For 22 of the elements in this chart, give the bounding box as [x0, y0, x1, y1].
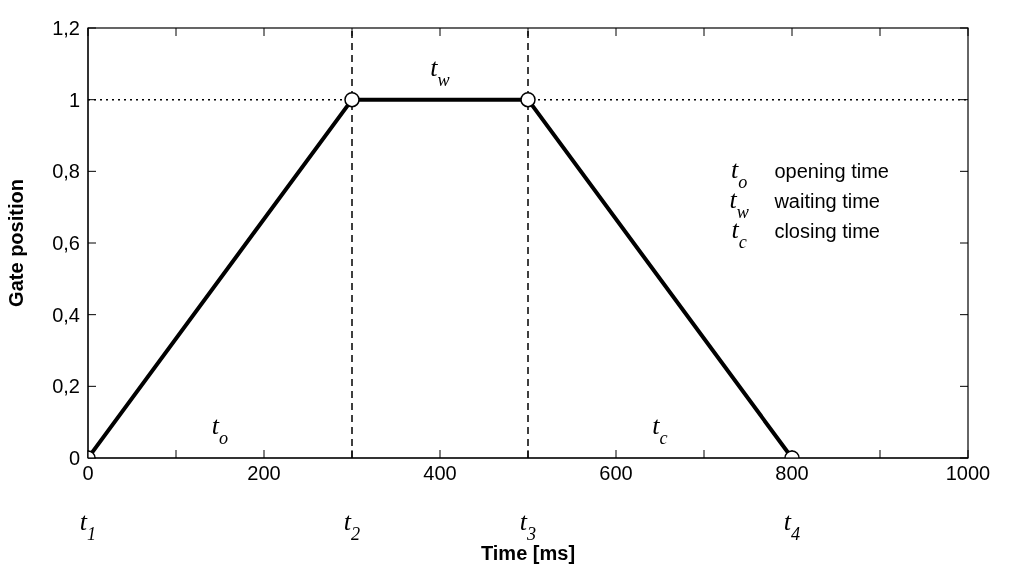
text: t$_{2}$ [343, 507, 361, 544]
annotation: t$_{o}$ [211, 411, 229, 448]
x-tick-label: 0 [82, 462, 94, 485]
y-tick-label: 0,8 [52, 160, 80, 183]
y-tick-label: 1,2 [52, 17, 80, 40]
y-tick-label: 0,4 [52, 303, 80, 326]
text: t$_{3}$ [519, 507, 537, 544]
y-tick-label: 1 [68, 88, 80, 111]
y-tick-label: 0,6 [52, 232, 80, 255]
x-tick-label: 800 [775, 462, 809, 485]
x-tick-label: 400 [423, 462, 457, 485]
x-tick-label: 1000 [945, 462, 991, 485]
y-axis-title: Gate position [5, 179, 28, 307]
y-tick-label: 0,2 [52, 375, 80, 398]
annotation: t$_{c}$ [652, 411, 668, 448]
x-axis-title: Time [ms] [480, 542, 576, 564]
x-tick-label: 600 [599, 462, 633, 485]
x-tick-label: 200 [247, 462, 281, 485]
text: t$_{4}$ [783, 507, 801, 544]
text: t$_{1}$ [79, 507, 97, 544]
annotation: t$_{w}$ [430, 52, 450, 90]
y-tick-label: 0 [68, 447, 80, 470]
